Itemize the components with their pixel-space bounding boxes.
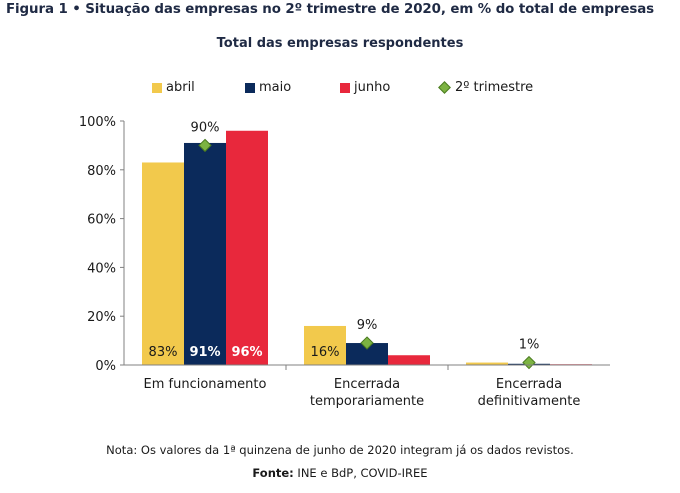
y-tick-label: 0% (95, 359, 116, 374)
bar-data-label: 16% (311, 345, 340, 360)
x-category-label: definitivamente (478, 394, 581, 409)
x-category-label: temporariamente (310, 394, 424, 409)
source-label: Fonte: (252, 466, 294, 480)
y-tick-label: 20% (87, 310, 116, 325)
legend-item-abril: abril (152, 80, 195, 95)
bar-data-label: 91% (189, 345, 220, 360)
quarter-marker-diamond (522, 355, 536, 370)
quarter-marker-label: 90% (191, 120, 220, 135)
quarter-marker-label: 9% (357, 318, 378, 333)
bar-junho (226, 130, 268, 365)
bar-abril (142, 162, 184, 365)
legend-item-trimestre: 2º trimestre (438, 80, 533, 95)
y-tick-label: 60% (87, 213, 116, 228)
bar-chart: 0% 20% 40% 60% 80% 100% Em funcionamento 90% Enc… (79, 115, 610, 409)
y-tick-label: 100% (79, 115, 116, 130)
bar-data-label: 96% (231, 345, 262, 360)
x-category-label: Em funcionamento (144, 377, 267, 392)
legend-label-trimestre: 2º trimestre (455, 80, 534, 95)
y-tick-label: 40% (87, 261, 116, 276)
chart-legend: abril maio junho 2º trimestre (0, 80, 680, 98)
bar-abril (466, 362, 508, 365)
legend-item-maio: maio (245, 80, 291, 95)
legend-swatch-junho (340, 82, 350, 93)
legend-swatch-abril (152, 82, 162, 93)
bar-junho (388, 355, 430, 365)
legend-label-junho: junho (354, 80, 391, 95)
chart-note: Nota: Os valores da 1ª quinzena de junho… (106, 443, 574, 457)
legend-swatch-maio (245, 82, 255, 93)
quarter-marker-diamond (360, 336, 374, 350)
bar-maio (184, 142, 226, 365)
quarter-marker-diamond (198, 138, 212, 153)
legend-label-maio: maio (259, 80, 292, 95)
y-tick-label: 80% (87, 164, 116, 179)
x-category-label: Encerrada (334, 377, 400, 392)
quarter-marker-label: 1% (519, 338, 540, 353)
chart-source: Fonte: INE e BdP, COVID-IREE (0, 466, 680, 480)
legend-item-junho: junho (340, 80, 390, 95)
x-category-label: Encerrada (496, 377, 562, 392)
legend-label-abril: abril (166, 80, 195, 95)
bar-data-label: 83% (149, 345, 178, 360)
chart-subtitle: Total das empresas respondentes (216, 36, 464, 51)
bar-maio (346, 343, 388, 365)
source-text: INE e BdP, COVID-IREE (293, 466, 428, 480)
figure-title: Figura 1 • Situação das empresas no 2º t… (6, 2, 655, 17)
bar-abril (304, 325, 346, 365)
